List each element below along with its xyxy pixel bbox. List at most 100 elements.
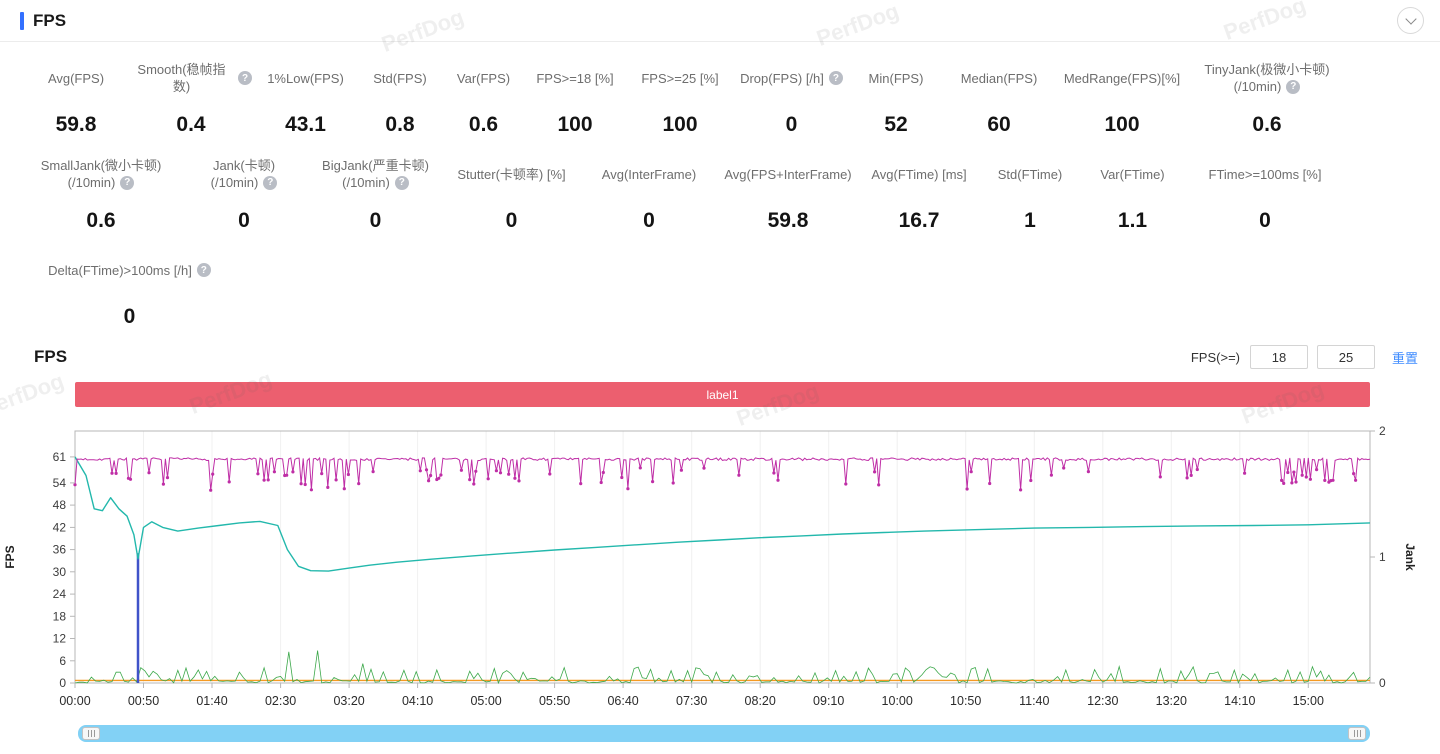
chart-zoom-scrollbar[interactable] bbox=[78, 725, 1370, 742]
stat-label: Avg(FTime) [ms] bbox=[871, 166, 967, 182]
stat-var-fps: Var(FPS) 0.6 bbox=[441, 56, 526, 138]
stat-label: 1%Low(FPS) bbox=[267, 70, 344, 86]
stat-value: 52 bbox=[884, 113, 908, 136]
svg-text:18: 18 bbox=[53, 609, 67, 623]
help-icon[interactable]: ? bbox=[828, 71, 843, 85]
stat-avg-ftime: Avg(FTime) [ms] 16.7 bbox=[858, 152, 980, 234]
stat-value: 59.8 bbox=[55, 113, 97, 136]
accent-bar bbox=[20, 11, 24, 30]
stat-value: 0.8 bbox=[385, 113, 415, 136]
svg-text:00:50: 00:50 bbox=[128, 694, 159, 708]
svg-text:15:00: 15:00 bbox=[1293, 694, 1324, 708]
svg-text:6: 6 bbox=[59, 654, 66, 668]
svg-text:00:00: 00:00 bbox=[59, 694, 90, 708]
help-icon[interactable]: ? bbox=[394, 175, 409, 190]
scrollbar-right-handle[interactable] bbox=[1348, 727, 1366, 740]
help-icon[interactable]: ? bbox=[196, 263, 211, 277]
panel-header: FPS bbox=[0, 0, 1440, 42]
stat-fps-ge-18: FPS>=18 [%] 100 bbox=[526, 56, 624, 138]
grip-icon bbox=[1353, 730, 1355, 737]
stat-std-ftime: Std(FTime) 1 bbox=[980, 152, 1080, 234]
stat-label: TinyJank(极微小卡顿) (/10min)? bbox=[1204, 62, 1330, 94]
stat-label: Drop(FPS) [/h]? bbox=[740, 56, 843, 100]
stat-smooth: Smooth(稳帧指数)? 0.4 bbox=[130, 56, 252, 138]
svg-text:2: 2 bbox=[1379, 424, 1386, 438]
svg-text:05:50: 05:50 bbox=[539, 694, 570, 708]
scrollbar-left-handle[interactable] bbox=[82, 727, 100, 740]
stat-label: FPS>=25 [%] bbox=[641, 70, 719, 86]
svg-text:0: 0 bbox=[1379, 676, 1386, 690]
svg-text:36: 36 bbox=[53, 543, 67, 557]
watermark: PerfDog bbox=[0, 368, 68, 421]
help-icon[interactable]: ? bbox=[1286, 79, 1301, 94]
stat-label: Median(FPS) bbox=[960, 70, 1038, 86]
stat-value: 43.1 bbox=[285, 113, 326, 136]
stat-label: Stutter(卡顿率) [%] bbox=[457, 166, 566, 182]
svg-text:13:20: 13:20 bbox=[1156, 694, 1187, 708]
stat-smalljank: SmallJank(微小卡顿) (/10min)? 0.6 bbox=[22, 152, 180, 234]
svg-text:42: 42 bbox=[53, 520, 67, 534]
stat-label: FPS>=18 [%] bbox=[536, 70, 614, 86]
stat-medrange-fps: MedRange(FPS)[%] 100 bbox=[1053, 56, 1191, 138]
stat-label: Var(FTime) bbox=[1100, 166, 1165, 182]
stat-value: 60 bbox=[987, 113, 1011, 136]
stat-value: 0 bbox=[505, 209, 518, 232]
svg-text:Jank: Jank bbox=[1403, 543, 1417, 571]
svg-text:06:40: 06:40 bbox=[607, 694, 638, 708]
stat-median-fps: Median(FPS) 60 bbox=[945, 56, 1053, 138]
stat-value: 0.6 bbox=[1252, 113, 1282, 136]
svg-text:61: 61 bbox=[53, 450, 67, 464]
svg-text:FPS: FPS bbox=[3, 545, 17, 568]
stat-low1pct-fps: 1%Low(FPS) 43.1 bbox=[252, 56, 359, 138]
stat-var-ftime: Var(FTime) 1.1 bbox=[1080, 152, 1185, 234]
stat-ftime-ge-100ms: FTime>=100ms [%] 0 bbox=[1185, 152, 1345, 234]
stat-value: 0 bbox=[369, 209, 382, 232]
svg-text:48: 48 bbox=[53, 498, 67, 512]
svg-text:54: 54 bbox=[53, 476, 67, 490]
stat-label: MedRange(FPS)[%] bbox=[1063, 70, 1181, 86]
svg-text:02:30: 02:30 bbox=[265, 694, 296, 708]
stat-jank: Jank(卡顿) (/10min)? 0 bbox=[180, 152, 308, 234]
chevron-down-icon bbox=[1404, 12, 1417, 25]
stat-value: 0 bbox=[1259, 209, 1271, 232]
help-icon[interactable]: ? bbox=[238, 71, 252, 85]
svg-text:11:40: 11:40 bbox=[1019, 694, 1049, 708]
stat-value: 1.1 bbox=[1117, 209, 1148, 232]
stat-label: Std(FTime) bbox=[997, 166, 1063, 182]
stat-value: 0.4 bbox=[176, 113, 206, 136]
stat-fps-ge-25: FPS>=25 [%] 100 bbox=[624, 56, 736, 138]
stat-value: 100 bbox=[1104, 113, 1140, 136]
svg-text:12: 12 bbox=[53, 632, 67, 646]
stat-value: 0 bbox=[643, 209, 655, 232]
stat-std-fps: Std(FPS) 0.8 bbox=[359, 56, 441, 138]
stat-label: Avg(FPS) bbox=[47, 70, 105, 86]
stat-bigjank: BigJank(严重卡顿) (/10min)? 0 bbox=[308, 152, 443, 234]
svg-text:14:10: 14:10 bbox=[1224, 694, 1255, 708]
stat-value: 100 bbox=[662, 113, 698, 136]
stats-row-1: Avg(FPS) 59.8 Smooth(稳帧指数)? 0.4 1%Low(FPS) 43… bbox=[22, 56, 1440, 138]
stat-value: 16.7 bbox=[898, 209, 940, 232]
stat-tinyjank: TinyJank(极微小卡顿) (/10min)? 0.6 bbox=[1191, 56, 1343, 138]
stat-avg-interframe: Avg(InterFrame) 0 bbox=[580, 152, 718, 234]
stat-avg-fps: Avg(FPS) 59.8 bbox=[22, 56, 130, 138]
fps-threshold-low-input[interactable] bbox=[1249, 345, 1308, 369]
stat-value: 0 bbox=[785, 113, 798, 136]
help-icon[interactable]: ? bbox=[120, 175, 135, 190]
svg-text:12:30: 12:30 bbox=[1087, 694, 1118, 708]
stat-label: SmallJank(微小卡顿) (/10min)? bbox=[40, 158, 162, 190]
svg-text:07:30: 07:30 bbox=[676, 694, 707, 708]
stat-drop-fps: Drop(FPS) [/h]? 0 bbox=[736, 56, 847, 138]
help-icon[interactable]: ? bbox=[263, 175, 278, 190]
svg-text:10:00: 10:00 bbox=[882, 694, 913, 708]
stat-value: 0 bbox=[238, 209, 250, 232]
stats-row-2: SmallJank(微小卡顿) (/10min)? 0.6 Jank(卡顿) (/10m… bbox=[22, 152, 1440, 234]
collapse-button[interactable] bbox=[1397, 7, 1424, 34]
stat-value: 1 bbox=[1024, 209, 1036, 232]
fps-threshold-high-input[interactable] bbox=[1316, 345, 1375, 369]
stat-avg-fps-interframe: Avg(FPS+InterFrame) 59.8 bbox=[718, 152, 858, 234]
stat-label: Avg(InterFrame) bbox=[601, 166, 697, 182]
reset-button[interactable]: 重置 bbox=[1391, 350, 1418, 366]
stat-label: FTime>=100ms [%] bbox=[1208, 166, 1322, 182]
fps-chart-area: 0 6 12 18 24 30 36 42 48 54 61 0 1 2 00:00 00:50 01:40 02… bbox=[0, 421, 1440, 719]
